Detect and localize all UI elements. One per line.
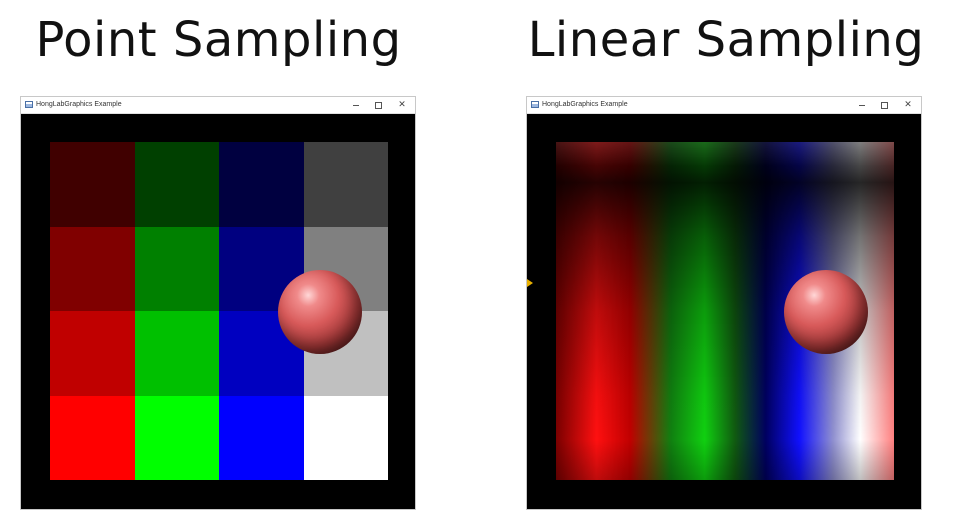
point-sampling-window: HongLabGraphics Example ✕ [20,96,416,510]
maximize-button[interactable] [371,99,385,111]
shaded-sphere [784,270,868,354]
texture-cell [303,395,388,480]
window-titlebar[interactable]: HongLabGraphics Example ✕ [527,97,921,114]
close-icon: ✕ [398,99,406,110]
shaded-sphere [278,270,362,354]
window-title: HongLabGraphics Example [36,101,122,108]
render-viewport [50,142,388,480]
texture-top-band [556,142,894,166]
app-window-icon [531,101,539,108]
texture-cell [50,395,135,480]
close-button[interactable]: ✕ [901,99,915,111]
linear-sampling-heading: Linear Sampling [527,12,925,68]
minimize-icon [859,104,865,106]
maximize-icon [880,101,888,109]
window-titlebar[interactable]: HongLabGraphics Example ✕ [21,97,415,114]
texture-cell [134,395,219,480]
close-button[interactable]: ✕ [395,99,409,111]
texture-cell [50,226,135,311]
render-viewport [556,142,894,480]
texture-cell [50,311,135,396]
texture-cell [134,311,219,396]
texture-cell [219,395,304,480]
minimize-icon [353,104,359,106]
minimize-button[interactable] [855,99,869,111]
texture-cell [134,142,219,227]
app-window-icon [25,101,33,108]
linear-sampling-window: HongLabGraphics Example ✕ [526,96,922,510]
mouse-cursor-icon [527,279,533,287]
maximize-button[interactable] [877,99,891,111]
texture-cell [134,226,219,311]
texture-cell [219,142,304,227]
point-sampling-heading: Point Sampling [35,12,402,68]
window-title: HongLabGraphics Example [542,101,628,108]
maximize-icon [374,101,382,109]
minimize-button[interactable] [349,99,363,111]
close-icon: ✕ [904,99,912,110]
texture-cell [50,142,135,227]
texture-cell [303,142,388,227]
